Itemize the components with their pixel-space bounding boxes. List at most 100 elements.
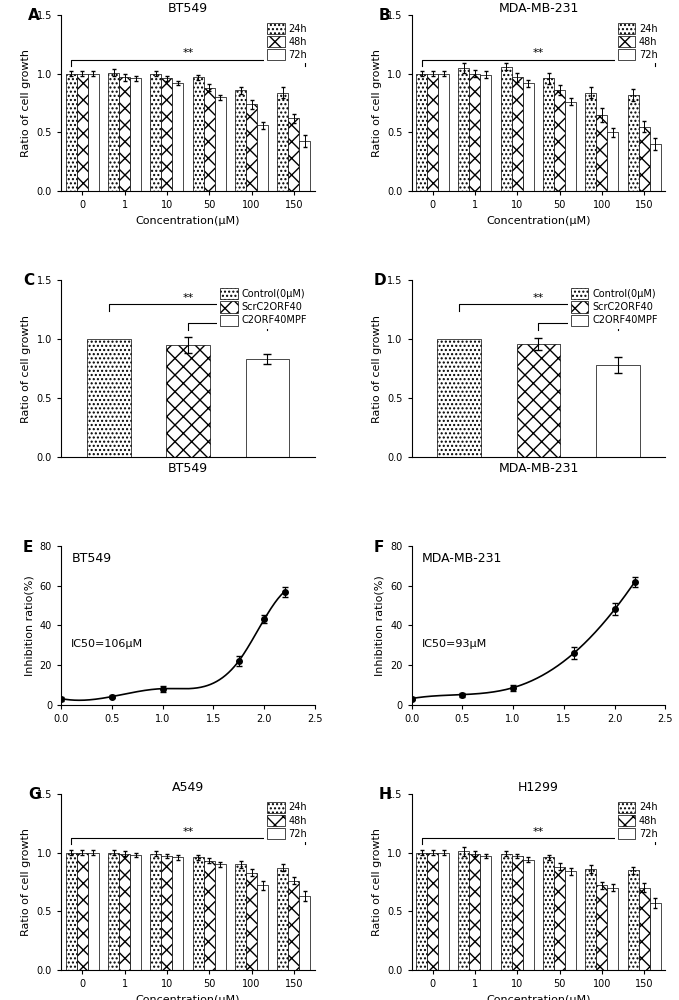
Bar bbox=[257, 885, 268, 970]
Bar bbox=[215, 97, 225, 191]
Bar bbox=[246, 873, 257, 970]
Bar bbox=[130, 855, 141, 970]
Bar bbox=[608, 888, 619, 970]
Bar bbox=[554, 867, 565, 970]
Bar bbox=[257, 125, 268, 191]
Bar bbox=[438, 74, 449, 191]
Bar bbox=[108, 853, 119, 970]
Bar bbox=[481, 856, 492, 970]
Bar bbox=[88, 853, 98, 970]
Bar bbox=[501, 67, 512, 191]
Y-axis label: Ratio of cell growth: Ratio of cell growth bbox=[371, 49, 382, 157]
Text: **: ** bbox=[533, 827, 544, 837]
Text: **: ** bbox=[572, 312, 584, 322]
Text: D: D bbox=[373, 273, 386, 288]
Text: G: G bbox=[28, 787, 41, 802]
X-axis label: BT549: BT549 bbox=[168, 462, 208, 475]
Bar bbox=[166, 345, 210, 457]
Bar bbox=[130, 78, 141, 191]
X-axis label: Concentration(μM): Concentration(μM) bbox=[136, 216, 240, 226]
Text: **: ** bbox=[533, 293, 544, 303]
Bar bbox=[299, 141, 310, 191]
Bar bbox=[469, 74, 481, 191]
Y-axis label: Ratio of cell growth: Ratio of cell growth bbox=[371, 828, 382, 936]
Text: IC50=93μM: IC50=93μM bbox=[422, 639, 487, 649]
Bar bbox=[299, 896, 310, 970]
Bar bbox=[596, 365, 640, 457]
Bar bbox=[416, 74, 427, 191]
Bar bbox=[501, 854, 512, 970]
Bar bbox=[193, 77, 204, 191]
Bar bbox=[235, 90, 246, 191]
Bar bbox=[628, 870, 639, 970]
Legend: 24h, 48h, 72h: 24h, 48h, 72h bbox=[264, 799, 310, 842]
Bar bbox=[543, 857, 554, 970]
Title: MDA-MB-231: MDA-MB-231 bbox=[498, 2, 579, 15]
Bar bbox=[204, 861, 215, 970]
Legend: 24h, 48h, 72h: 24h, 48h, 72h bbox=[264, 20, 310, 63]
Bar bbox=[427, 74, 438, 191]
Bar bbox=[119, 77, 130, 191]
Bar bbox=[151, 74, 162, 191]
Bar bbox=[193, 857, 204, 970]
Text: **: ** bbox=[183, 48, 194, 58]
Text: H: H bbox=[378, 787, 391, 802]
Bar bbox=[289, 118, 299, 191]
Bar bbox=[565, 871, 576, 970]
Bar bbox=[77, 74, 88, 191]
Bar bbox=[246, 359, 289, 457]
Title: A549: A549 bbox=[172, 781, 204, 794]
X-axis label: Concentration(μM): Concentration(μM) bbox=[486, 995, 591, 1000]
Bar bbox=[87, 339, 130, 457]
Text: IC50=106μM: IC50=106μM bbox=[71, 639, 143, 649]
Text: **: ** bbox=[533, 48, 544, 58]
Bar bbox=[639, 127, 650, 191]
Text: A: A bbox=[28, 8, 40, 23]
Bar bbox=[543, 78, 554, 191]
Bar bbox=[608, 132, 619, 191]
Bar bbox=[596, 885, 608, 970]
Legend: Control(0μM), ScrC2ORF40, C2ORF40MPF: Control(0μM), ScrC2ORF40, C2ORF40MPF bbox=[217, 285, 310, 329]
Text: C: C bbox=[23, 273, 34, 288]
Legend: Control(0μM), ScrC2ORF40, C2ORF40MPF: Control(0μM), ScrC2ORF40, C2ORF40MPF bbox=[568, 285, 661, 329]
Title: BT549: BT549 bbox=[168, 2, 208, 15]
Bar bbox=[512, 77, 523, 191]
Bar bbox=[438, 853, 449, 970]
Bar bbox=[416, 853, 427, 970]
Y-axis label: Inhibition ratio(%): Inhibition ratio(%) bbox=[375, 575, 384, 676]
Bar bbox=[88, 74, 98, 191]
Bar bbox=[628, 95, 639, 191]
Text: BT549: BT549 bbox=[71, 552, 111, 565]
Bar bbox=[246, 104, 257, 191]
Bar bbox=[458, 68, 469, 191]
Bar bbox=[650, 903, 661, 970]
Y-axis label: Inhibition ratio(%): Inhibition ratio(%) bbox=[24, 575, 34, 676]
Text: *: * bbox=[225, 312, 231, 322]
Bar bbox=[585, 93, 596, 191]
Bar bbox=[437, 339, 481, 457]
Bar bbox=[108, 73, 119, 191]
Bar bbox=[277, 93, 289, 191]
Bar bbox=[277, 868, 289, 970]
Y-axis label: Ratio of cell growth: Ratio of cell growth bbox=[21, 49, 31, 157]
Bar bbox=[172, 83, 183, 191]
Bar bbox=[289, 881, 299, 970]
Bar bbox=[215, 864, 225, 970]
Y-axis label: Ratio of cell growth: Ratio of cell growth bbox=[371, 315, 382, 423]
Bar bbox=[458, 851, 469, 970]
Bar bbox=[523, 860, 534, 970]
Bar bbox=[523, 83, 534, 191]
Text: **: ** bbox=[183, 827, 194, 837]
X-axis label: MDA-MB-231: MDA-MB-231 bbox=[498, 462, 579, 475]
Text: E: E bbox=[23, 540, 33, 555]
Bar bbox=[481, 75, 492, 191]
Bar bbox=[596, 115, 608, 191]
Bar bbox=[469, 854, 481, 970]
Text: B: B bbox=[378, 8, 390, 23]
Bar bbox=[554, 90, 565, 191]
Y-axis label: Ratio of cell growth: Ratio of cell growth bbox=[21, 315, 31, 423]
Bar bbox=[639, 888, 650, 970]
Bar bbox=[77, 853, 88, 970]
Bar bbox=[585, 869, 596, 970]
Legend: 24h, 48h, 72h: 24h, 48h, 72h bbox=[614, 20, 661, 63]
